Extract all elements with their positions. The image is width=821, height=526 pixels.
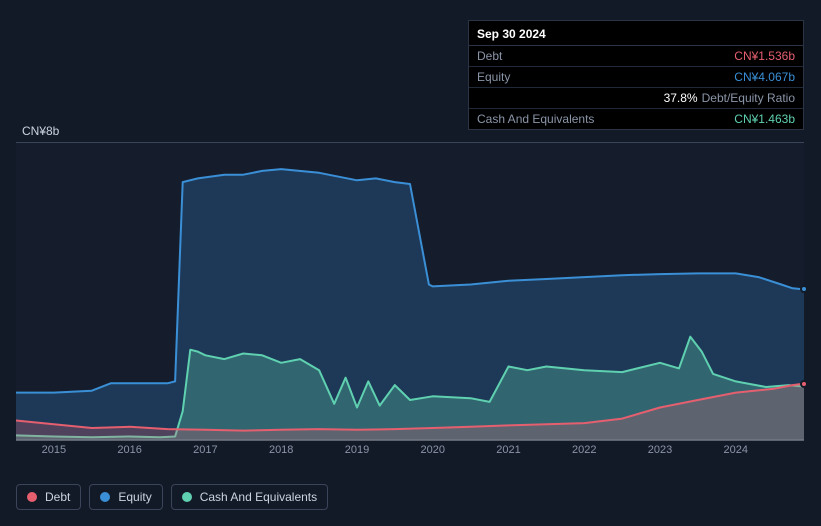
legend-label: Cash And Equivalents — [200, 490, 317, 504]
tooltip-row: DebtCN¥1.536b — [469, 46, 803, 67]
marker-equity — [800, 285, 808, 293]
chart-container: CN¥8b CN¥0 20152016201720182019202020212… — [16, 120, 804, 480]
x-tick-label: 2024 — [724, 444, 748, 456]
tooltip-row-label: Equity — [477, 70, 734, 84]
legend-item-debt[interactable]: Debt — [16, 484, 81, 510]
x-tick-label: 2017 — [193, 444, 217, 456]
tooltip-row: Cash And EquivalentsCN¥1.463b — [469, 109, 803, 129]
tooltip-row-value: CN¥1.463b — [734, 112, 795, 126]
x-tick-label: 2016 — [117, 444, 141, 456]
tooltip-row-value: 37.8% — [664, 91, 698, 105]
chart-plot-area[interactable] — [16, 142, 804, 440]
x-tick-label: 2021 — [496, 444, 520, 456]
legend-item-cash-and-equivalents[interactable]: Cash And Equivalents — [171, 484, 328, 510]
tooltip-row-label: Debt — [477, 49, 734, 63]
tooltip-date: Sep 30 2024 — [469, 21, 803, 46]
tooltip-row-label: Cash And Equivalents — [477, 112, 734, 126]
legend-label: Debt — [45, 490, 70, 504]
legend-label: Equity — [118, 490, 151, 504]
x-tick-label: 2019 — [345, 444, 369, 456]
tooltip-row-value: CN¥1.536b — [734, 49, 795, 63]
x-tick-label: 2022 — [572, 444, 596, 456]
tooltip-row-label — [477, 91, 664, 105]
legend-item-equity[interactable]: Equity — [89, 484, 162, 510]
legend-swatch — [182, 492, 192, 502]
x-tick-label: 2018 — [269, 444, 293, 456]
tooltip-row: EquityCN¥4.067b — [469, 67, 803, 88]
tooltip-row: 37.8% Debt/Equity Ratio — [469, 88, 803, 109]
chart-svg — [16, 143, 804, 441]
x-tick-label: 2020 — [420, 444, 444, 456]
legend-swatch — [27, 492, 37, 502]
x-axis-labels: 2015 2016 2017 2018 2019 2020 2021 2022 2023 2024 — [16, 444, 804, 464]
chart-legend: Debt Equity Cash And Equivalents — [16, 484, 328, 510]
legend-swatch — [100, 492, 110, 502]
chart-tooltip: Sep 30 2024 DebtCN¥1.536bEquityCN¥4.067b… — [468, 20, 804, 130]
x-tick-label: 2015 — [42, 444, 66, 456]
y-axis-max-label: CN¥8b — [22, 124, 59, 138]
tooltip-row-suffix: Debt/Equity Ratio — [702, 91, 795, 105]
marker-debt — [800, 380, 808, 388]
tooltip-row-value: CN¥4.067b — [734, 70, 795, 84]
x-tick-label: 2023 — [648, 444, 672, 456]
